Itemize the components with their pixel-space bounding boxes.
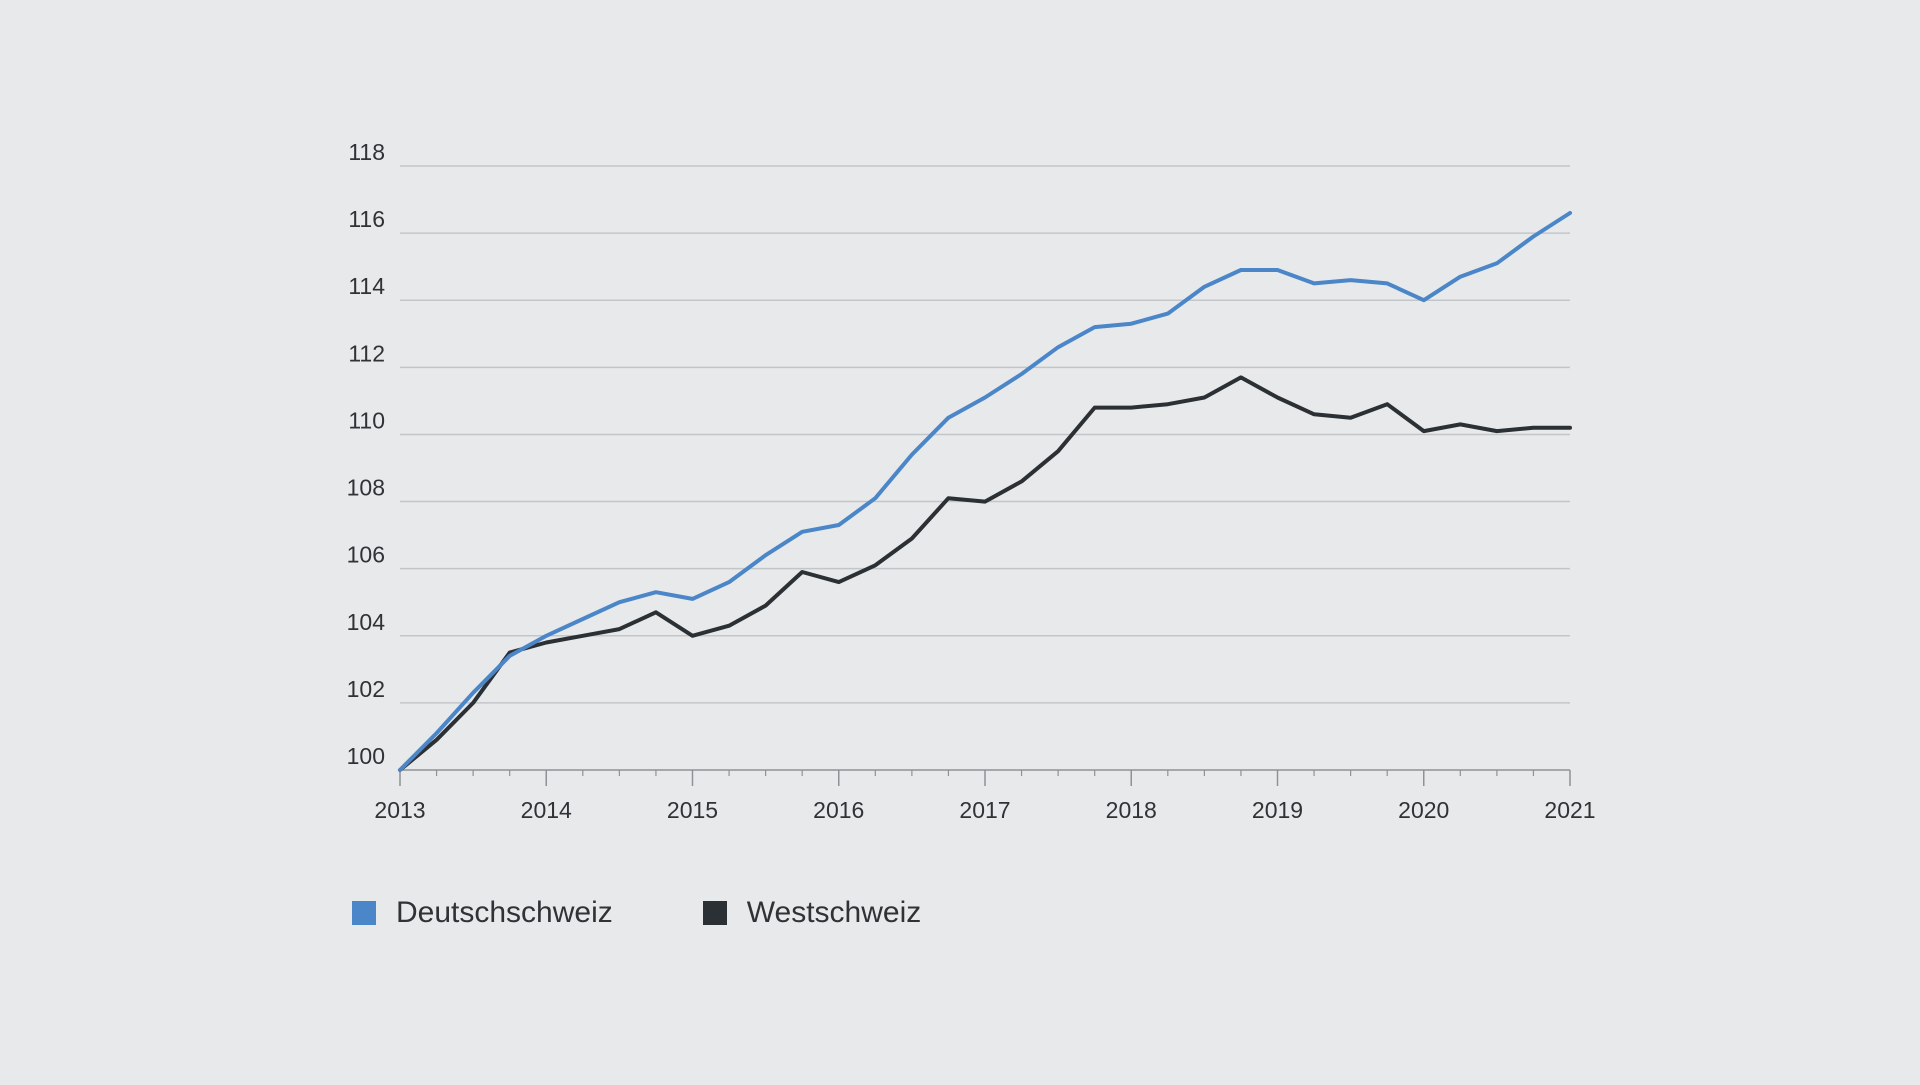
series-line-deutschschweiz [398, 211, 1572, 772]
y-tick-label-104: 104 [347, 609, 386, 635]
data-series [398, 211, 1572, 772]
x-tick-label-2020: 2020 [1398, 797, 1449, 823]
legend-swatch-deutschschweiz [352, 901, 376, 925]
legend: Deutschschweiz Westschweiz [352, 896, 1011, 930]
y-tick-label-108: 108 [347, 475, 385, 501]
y-tick-label-102: 102 [347, 676, 385, 702]
x-tick-label-2018: 2018 [1106, 797, 1157, 823]
grid-lines [400, 165, 1570, 704]
y-tick-label-118: 118 [348, 139, 385, 165]
x-tick-label-2013: 2013 [374, 797, 425, 823]
y-tick-label-116: 116 [348, 206, 385, 232]
legend-label-deutschschweiz: Deutschschweiz [396, 896, 613, 929]
legend-item-deutschschweiz: Deutschschweiz [352, 896, 613, 930]
x-axis-tick-labels: 2013 2014 2015 2016 2017 2018 2019 2020 2021 [374, 797, 1595, 823]
legend-item-westschweiz: Westschweiz [702, 896, 922, 930]
y-tick-label-110: 110 [348, 407, 385, 433]
x-tick-label-2017: 2017 [959, 797, 1010, 823]
x-tick-label-2019: 2019 [1252, 797, 1303, 823]
x-tick-label-2021: 2021 [1544, 797, 1595, 823]
y-tick-label-100: 100 [347, 743, 385, 769]
legend-label-westschweiz: Westschweiz [746, 896, 922, 929]
y-tick-label-112: 112 [348, 340, 385, 366]
y-tick-label-106: 106 [347, 542, 385, 568]
x-tick-label-2014: 2014 [521, 797, 572, 823]
y-tick-label-114: 114 [348, 273, 385, 299]
x-tick-label-2015: 2015 [667, 797, 718, 823]
x-axis [399, 769, 1571, 786]
x-tick-label-2016: 2016 [813, 797, 864, 823]
series-line-westschweiz [398, 375, 1572, 772]
y-axis-tick-labels: 100 102 104 106 108 110 112 114 116 118 [347, 139, 386, 769]
legend-swatch-westschweiz [702, 901, 727, 925]
